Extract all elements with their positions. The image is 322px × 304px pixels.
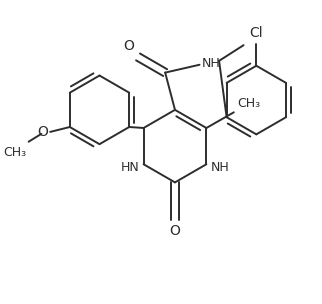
Text: O: O	[37, 125, 48, 139]
Text: O: O	[123, 39, 134, 53]
Text: NH: NH	[210, 161, 229, 174]
Text: NH: NH	[202, 57, 220, 70]
Text: CH₃: CH₃	[237, 97, 260, 110]
Text: Cl: Cl	[250, 26, 263, 40]
Text: CH₃: CH₃	[4, 146, 27, 159]
Text: O: O	[170, 223, 180, 237]
Text: HN: HN	[121, 161, 140, 174]
